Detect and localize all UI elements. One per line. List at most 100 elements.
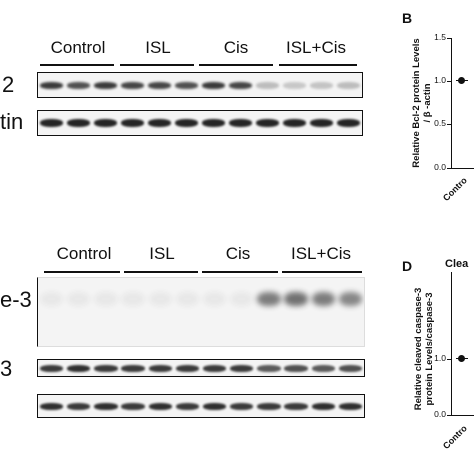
blot-casp3-band-4 [121, 364, 145, 372]
blot-actin1-band-6 [174, 119, 199, 127]
blot-casp3-band-12 [338, 364, 363, 372]
blot-casp3-band-2 [67, 364, 91, 372]
bottom-row-label-cleaved: e-3 [0, 287, 32, 312]
caspase3-blot [37, 359, 365, 377]
panel-b-tick-10 [447, 81, 451, 82]
top-group-line-cis [199, 64, 273, 66]
blot-cleaved-band-7 [202, 292, 227, 306]
blot-actin1-band-12 [336, 119, 361, 127]
actin-blot-top [37, 110, 363, 136]
panel-d-ylabel-line2: protein Levels/caspase-3 [424, 292, 435, 406]
actin-blot-bottom [37, 394, 365, 418]
blot-actin2-band-4 [121, 402, 145, 410]
blot-cleaved-band-2 [67, 292, 91, 306]
top-group-line-isl [120, 64, 194, 66]
top-group-line-control [40, 64, 114, 66]
blot-actin2-band-11 [311, 402, 335, 410]
panel-b-tick-label-00: 0.0 [434, 162, 446, 172]
panel-d-tick-00 [447, 415, 451, 416]
panel-d-x-axis [451, 415, 474, 417]
blot-actin2-band-10 [284, 402, 308, 410]
blot-actin1-band-9 [255, 119, 280, 127]
panel-b-ylabel-line1: Relative Bcl-2 protein Levels [411, 38, 422, 168]
blot-cleaved-band-10 [284, 292, 308, 306]
blot-cleaved-band-4 [121, 292, 145, 306]
blot-casp3-band-8 [230, 364, 254, 372]
panel-d-ylabel: Relative cleaved caspase-3 protein Level… [413, 281, 435, 417]
blot-bcl2-band-7 [201, 81, 226, 89]
blot-actin2-band-7 [202, 402, 227, 410]
panel-b-tick-label-15: 1.5 [434, 32, 446, 42]
bottom-group-line-control [44, 271, 120, 273]
panel-d-tick-10 [447, 359, 451, 360]
blot-actin2-band-12 [338, 402, 363, 410]
bottom-group-label-isl: ISL [149, 244, 175, 263]
panel-b-tick-15 [447, 38, 451, 39]
blot-casp3-band-5 [148, 364, 172, 372]
blot-casp3-band-11 [311, 364, 335, 372]
bottom-group-label-islcis: ISL+Cis [291, 244, 351, 263]
panel-d-y-axis [451, 272, 453, 416]
blot-casp3-band-10 [284, 364, 308, 372]
panel-d-letter: D [402, 258, 413, 274]
panel-b-letter: B [402, 10, 413, 26]
blot-actin2-band-9 [257, 402, 281, 410]
blot-actin1-band-2 [66, 119, 91, 127]
blot-actin2-band-6 [175, 402, 200, 410]
blot-cleaved-band-11 [311, 292, 335, 306]
panel-d-x-label: Contro [441, 423, 469, 452]
top-row-label-bcl2: 2 [2, 72, 15, 97]
panel-b-ylabel-line2: / β -actin [422, 83, 433, 123]
blot-bcl2-band-9 [255, 81, 280, 89]
blot-bcl2-band-12 [336, 81, 361, 89]
panel-d-tick-label-00: 0.0 [434, 409, 446, 419]
panel-b-tick-05 [447, 124, 451, 125]
panel-b-tick-label-05: 0.5 [434, 118, 446, 128]
blot-casp3-band-9 [257, 364, 281, 372]
bottom-group-label-control: Control [56, 244, 112, 263]
blot-bcl2-band-11 [309, 81, 334, 89]
blot-casp3-band-3 [94, 364, 118, 372]
blot-actin1-band-3 [93, 119, 118, 127]
blot-actin2-band-1 [39, 402, 64, 410]
bottom-group-label-cis: Cis [225, 244, 251, 263]
blot-bcl2-band-5 [147, 81, 172, 89]
panel-b-x-axis [451, 168, 474, 170]
blot-cleaved-band-6 [175, 292, 200, 306]
panel-b-y-axis [451, 38, 453, 169]
blot-actin2-band-3 [94, 402, 118, 410]
blot-actin1-band-1 [39, 119, 64, 127]
blot-bcl2-band-4 [120, 81, 145, 89]
panel-b-ylabel: Relative Bcl-2 protein Levels / β -actin [411, 33, 433, 173]
bottom-group-line-isl [124, 271, 198, 273]
blot-casp3-band-7 [202, 364, 227, 372]
blot-actin1-band-8 [228, 119, 253, 127]
top-group-label-islcis: ISL+Cis [286, 38, 346, 57]
blot-actin2-band-8 [230, 402, 254, 410]
panel-d-mean-bar [456, 358, 468, 360]
blot-bcl2-band-3 [93, 81, 118, 89]
blot-casp3-band-1 [39, 364, 64, 372]
blot-bcl2-band-10 [282, 81, 307, 89]
blot-cleaved-band-3 [94, 292, 118, 306]
blot-cleaved-band-9 [257, 292, 281, 306]
blot-actin2-band-5 [148, 402, 172, 410]
bcl2-blot [37, 72, 363, 98]
blot-actin1-band-10 [282, 119, 307, 127]
top-group-label-cis: Cis [223, 38, 249, 57]
blot-cleaved-band-5 [148, 292, 172, 306]
blot-casp3-band-6 [175, 364, 200, 372]
top-group-label-control: Control [50, 38, 106, 57]
top-group-line-islcis [279, 64, 357, 66]
panel-b-mean-bar [456, 80, 468, 82]
blot-cleaved-band-1 [39, 292, 64, 306]
blot-actin2-band-2 [67, 402, 91, 410]
blot-actin1-band-5 [147, 119, 172, 127]
panel-b-x-label: Contro [441, 175, 469, 204]
panel-d-ylabel-line1: Relative cleaved caspase-3 [413, 287, 424, 411]
panel-b-tick-label-10: 1.0 [434, 75, 446, 85]
blot-cleaved-band-12 [338, 292, 363, 306]
bottom-row-label-caspase3: 3 [0, 356, 13, 381]
bottom-group-line-cis [202, 271, 278, 273]
bottom-group-line-islcis [282, 271, 362, 273]
